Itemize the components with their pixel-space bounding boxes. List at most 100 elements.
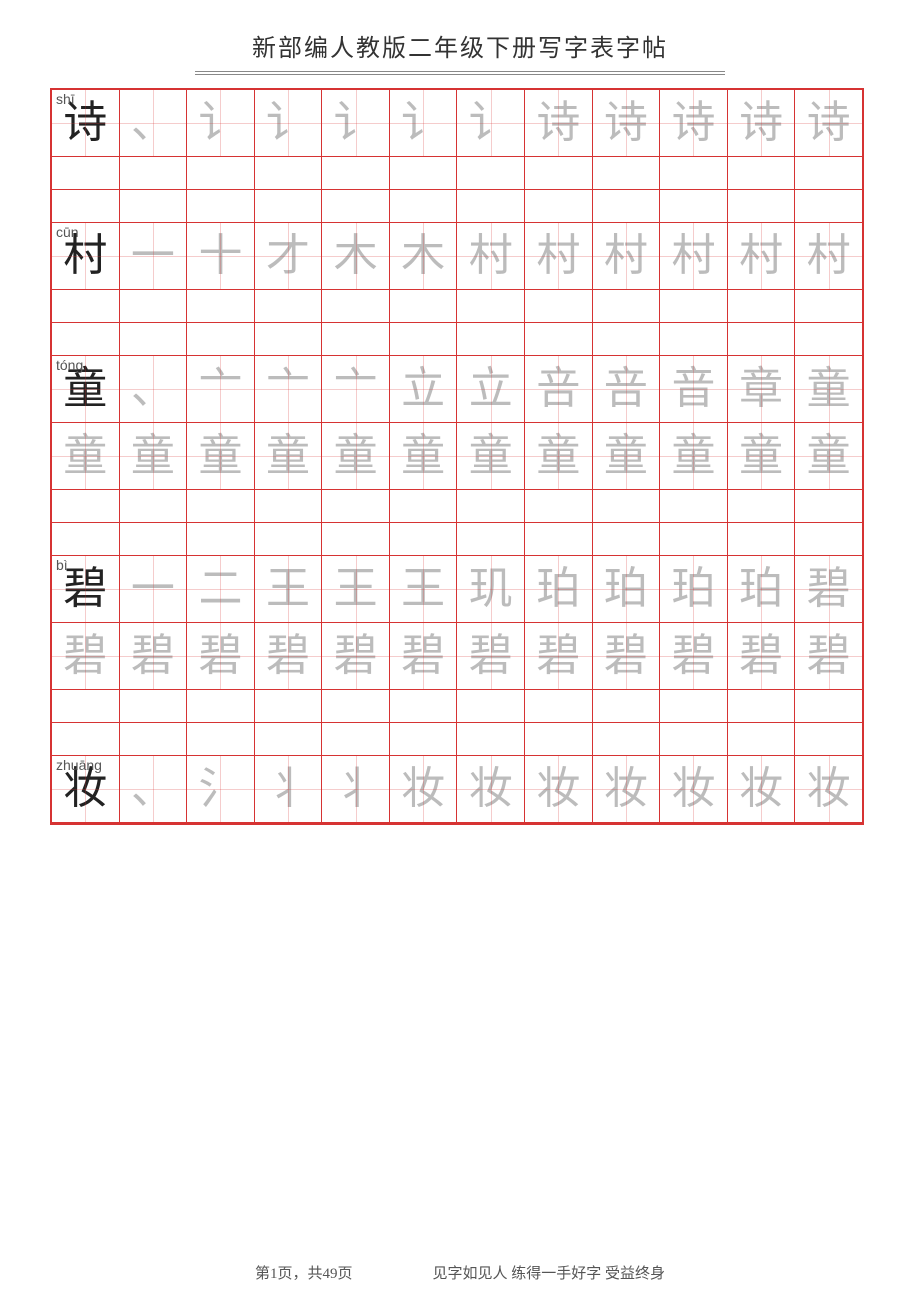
trace-character: 碧 xyxy=(131,634,175,678)
grid-cell: tóng童 xyxy=(52,356,120,423)
pinyin-label: cūn xyxy=(56,225,79,239)
grid-cell: 童 xyxy=(593,423,661,490)
grid-cell xyxy=(660,490,728,523)
grid-cell xyxy=(593,523,661,556)
stroke-step: 章 xyxy=(739,367,783,411)
trace-character: 碧 xyxy=(739,634,783,678)
grid-cell xyxy=(120,523,188,556)
page-number: 第1页，共49页 xyxy=(255,1262,353,1283)
grid-cell: 、 xyxy=(120,756,188,823)
stroke-step: 亠 xyxy=(334,367,378,411)
grid-cell xyxy=(457,490,525,523)
grid-cell xyxy=(728,323,796,356)
stroke-step: 诗 xyxy=(807,101,851,145)
grid-cell xyxy=(255,190,323,223)
stroke-step: 村 xyxy=(536,234,580,278)
stroke-step: 亠 xyxy=(198,367,242,411)
grid-cell xyxy=(728,157,796,190)
grid-cell: 童 xyxy=(255,423,323,490)
stroke-step: 讠 xyxy=(198,101,242,145)
grid-cell: 村 xyxy=(457,223,525,290)
grid-cell: 碧 xyxy=(660,623,728,690)
grid-cell: zhuāng妆 xyxy=(52,756,120,823)
stroke-step: 讠 xyxy=(469,101,513,145)
grid-row: shī诗、讠讠讠讠讠诗诗诗诗诗 xyxy=(52,90,862,157)
grid-cell: 村 xyxy=(660,223,728,290)
grid-row xyxy=(52,290,862,323)
grid-cell xyxy=(322,490,390,523)
stroke-step: 妆 xyxy=(739,767,783,811)
stroke-step: 童 xyxy=(807,367,851,411)
grid-cell xyxy=(593,323,661,356)
grid-cell: 王 xyxy=(390,556,458,623)
grid-cell xyxy=(187,323,255,356)
grid-cell: 章 xyxy=(728,356,796,423)
grid-cell xyxy=(187,157,255,190)
pinyin-label: zhuāng xyxy=(56,758,102,772)
grid-cell: 珀 xyxy=(660,556,728,623)
grid-row: cūn村一十才木木村村村村村村 xyxy=(52,223,862,290)
grid-row xyxy=(52,523,862,556)
grid-cell: 讠 xyxy=(187,90,255,157)
grid-cell xyxy=(255,290,323,323)
grid-cell xyxy=(593,157,661,190)
stroke-step: 诗 xyxy=(671,101,715,145)
grid-cell: 诗 xyxy=(660,90,728,157)
grid-cell: 一 xyxy=(120,556,188,623)
trace-character: 碧 xyxy=(334,634,378,678)
stroke-step: 妆 xyxy=(401,767,445,811)
grid-cell xyxy=(255,490,323,523)
stroke-step: 氵 xyxy=(198,767,242,811)
grid-cell: 童 xyxy=(795,356,862,423)
stroke-step: 、 xyxy=(131,367,175,411)
trace-character: 碧 xyxy=(63,634,107,678)
grid-cell: 珀 xyxy=(525,556,593,623)
trace-character: 碧 xyxy=(198,634,242,678)
stroke-step: 咅 xyxy=(604,367,648,411)
grid-cell xyxy=(525,523,593,556)
grid-cell xyxy=(390,523,458,556)
grid-cell: 玑 xyxy=(457,556,525,623)
grid-cell xyxy=(52,690,120,723)
grid-cell: 丬 xyxy=(255,756,323,823)
main-character: 妆 xyxy=(63,767,107,811)
grid-cell xyxy=(390,190,458,223)
grid-cell: 二 xyxy=(187,556,255,623)
grid-cell: 童 xyxy=(660,423,728,490)
trace-character: 童 xyxy=(63,434,107,478)
stroke-step: 才 xyxy=(266,234,310,278)
grid-cell: 妆 xyxy=(795,756,862,823)
grid-cell xyxy=(120,323,188,356)
grid-cell xyxy=(255,723,323,756)
stroke-step: 、 xyxy=(131,767,175,811)
grid-cell xyxy=(120,723,188,756)
grid-cell: 碧 xyxy=(593,623,661,690)
grid-cell xyxy=(120,490,188,523)
main-character: 诗 xyxy=(63,101,107,145)
main-character: 童 xyxy=(63,367,107,411)
stroke-step: 妆 xyxy=(807,767,851,811)
grid-cell xyxy=(795,323,862,356)
stroke-step: 诗 xyxy=(739,101,783,145)
grid-cell: 碧 xyxy=(390,623,458,690)
grid-cell xyxy=(660,157,728,190)
grid-cell xyxy=(255,523,323,556)
grid-row xyxy=(52,323,862,356)
grid-cell xyxy=(187,690,255,723)
grid-cell: 碧 xyxy=(322,623,390,690)
trace-character: 碧 xyxy=(807,634,851,678)
grid-cell xyxy=(660,690,728,723)
grid-cell xyxy=(322,523,390,556)
stroke-step: 木 xyxy=(334,234,378,278)
stroke-step: 王 xyxy=(266,567,310,611)
trace-character: 童 xyxy=(739,434,783,478)
grid-cell: 村 xyxy=(728,223,796,290)
grid-cell xyxy=(120,290,188,323)
grid-cell xyxy=(322,290,390,323)
grid-row: bì碧一二王王王玑珀珀珀珀碧 xyxy=(52,556,862,623)
grid-cell xyxy=(795,690,862,723)
grid-cell xyxy=(52,523,120,556)
grid-cell xyxy=(728,490,796,523)
stroke-step: 村 xyxy=(604,234,648,278)
grid-cell: 讠 xyxy=(255,90,323,157)
